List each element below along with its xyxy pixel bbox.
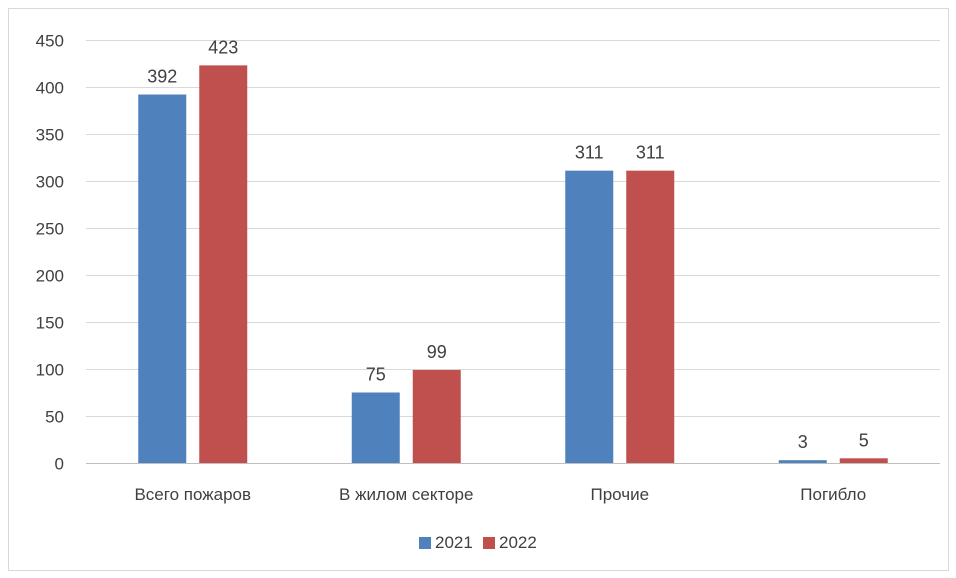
data-label: 423	[208, 37, 238, 57]
y-tick-label: 200	[36, 267, 64, 286]
bar-2022	[626, 170, 675, 463]
data-label: 5	[859, 430, 869, 450]
y-tick-label: 300	[36, 173, 64, 192]
legend-label: 2021	[435, 533, 473, 552]
data-label: 392	[147, 67, 177, 87]
y-tick-label: 50	[45, 408, 64, 427]
legend-swatch-2022	[483, 537, 495, 549]
bar-2021	[565, 170, 614, 463]
y-tick-label: 350	[36, 126, 64, 145]
y-tick-label: 250	[36, 220, 64, 239]
y-tick-label: 400	[36, 79, 64, 98]
bar-2021	[778, 460, 827, 463]
bar-2021	[351, 392, 400, 463]
x-category-label: Погибло	[800, 485, 866, 504]
bar-2022	[199, 65, 248, 463]
bar-2021	[138, 94, 187, 464]
legend-swatch-2021	[419, 537, 431, 549]
x-category-label: Всего пожаров	[134, 485, 251, 504]
data-label: 311	[575, 143, 604, 163]
x-category-label: Прочие	[590, 485, 649, 504]
y-axis: 0 50 100 150 200 250 300 350 400 450	[36, 32, 64, 474]
y-tick-label: 100	[36, 361, 64, 380]
bar-2022	[839, 458, 888, 463]
y-tick-label: 150	[36, 314, 64, 333]
data-label: 75	[366, 365, 386, 385]
legend: 2021 2022	[419, 533, 537, 552]
y-tick-label: 450	[36, 32, 64, 51]
data-label: 311	[636, 143, 665, 163]
bars	[138, 65, 888, 464]
x-axis: Всего пожаров В жилом секторе Прочие Погибл…	[86, 463, 940, 504]
data-labels: 392 423 75 99 311 311 3 5	[147, 37, 869, 452]
y-tick-label: 0	[55, 455, 64, 474]
x-category-label: В жилом секторе	[339, 485, 473, 504]
legend-label: 2022	[499, 533, 537, 552]
bar-2022	[412, 369, 461, 463]
data-label: 3	[798, 432, 808, 452]
data-label: 99	[427, 342, 447, 362]
